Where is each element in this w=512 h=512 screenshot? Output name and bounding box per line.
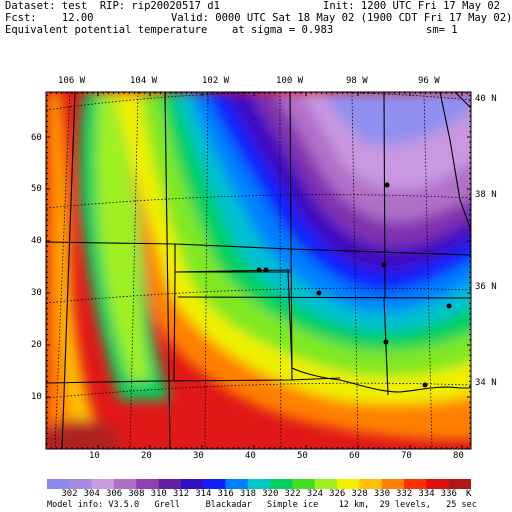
colorbar-swatch (381, 479, 405, 489)
colorbar-tick-label: 304 (83, 489, 100, 499)
lon-label-102w: 102 W (202, 76, 230, 86)
dataset-label: Dataset: test RIP: rip20020517 d1 (5, 0, 220, 12)
station-marker (316, 290, 322, 296)
colorbar (47, 479, 471, 489)
sigma-level-label: at sigma = 0.983 (232, 24, 334, 36)
lat-label-34n: 34 N (475, 378, 497, 388)
colorbar-tick-label: 322 (284, 489, 301, 499)
lon-label-100w: 100 W (276, 76, 304, 86)
colorbar-tick-label: 328 (351, 489, 368, 499)
colorbar-tick-label: 316 (217, 489, 234, 499)
colorbar-swatch (404, 479, 427, 489)
y-tick-30: 30 (31, 288, 42, 298)
colorbar-tick-label: 308 (128, 489, 145, 499)
colorbar-swatch (426, 479, 450, 489)
colorbar-swatch (91, 479, 115, 489)
plot-frame (45, 91, 472, 450)
colorbar-unit: K (466, 489, 472, 499)
colorbar-swatch (180, 479, 204, 489)
station-marker (384, 182, 390, 188)
station-marker (383, 339, 389, 345)
lon-label-104w: 104 W (130, 76, 158, 86)
theta-e-field (46, 92, 471, 449)
station-marker (256, 267, 262, 273)
colorbar-swatch (113, 479, 137, 489)
colorbar-swatch (448, 479, 471, 489)
y-tick-10: 10 (31, 392, 42, 402)
colorbar-tick-label: 326 (329, 489, 346, 499)
forecast-hour-label: Fcst: 12.00 (5, 12, 94, 24)
colorbar-swatch (203, 479, 227, 489)
y-tick-50: 50 (31, 184, 42, 194)
x-tick-10: 10 (89, 451, 100, 461)
colorbar-tick-label: 312 (172, 489, 190, 499)
field-name-label: Equivalent potential temperature (5, 24, 208, 36)
x-tick-20: 20 (141, 451, 152, 461)
y-tick-60: 60 (31, 133, 42, 143)
lon-label-106w: 106 W (58, 76, 86, 86)
colorbar-tick-label: 332 (396, 489, 413, 499)
lat-label-38n: 38 N (475, 190, 497, 200)
colorbar-tick-label: 310 (150, 489, 167, 499)
lat-label-36n: 36 N (475, 282, 497, 292)
x-tick-60: 60 (349, 451, 360, 461)
colorbar-swatch (225, 479, 249, 489)
y-tick-40: 40 (31, 236, 42, 246)
x-tick-40: 40 (245, 451, 256, 461)
station-marker (422, 382, 428, 388)
lon-label-98w: 98 W (346, 76, 368, 86)
colorbar-tick-label: 336 (440, 489, 457, 499)
smoothing-label: sm= 1 (426, 24, 458, 36)
model-info-label: Model info: V3.5.0 Grell Blackadar Simpl… (47, 500, 477, 510)
colorbar-tick-label: 330 (373, 489, 390, 499)
colorbar-tick-label: 302 (61, 489, 78, 499)
colorbar-swatch (247, 479, 271, 489)
x-tick-30: 30 (193, 451, 204, 461)
init-time-label: Init: 1200 UTC Fri 17 May 02 (323, 0, 501, 12)
colorbar-swatch (270, 479, 293, 489)
colorbar-tick-label: 320 (262, 489, 279, 499)
lon-label-96w: 96 W (418, 76, 440, 86)
colorbar-swatch (359, 479, 383, 489)
y-tick-20: 20 (31, 340, 42, 350)
station-marker (446, 303, 452, 309)
lat-label-40n: 40 N (475, 94, 497, 104)
latlon-graticule (46, 92, 471, 449)
colorbar-swatch (292, 479, 316, 489)
colorbar-tick-label: 324 (306, 489, 324, 499)
colorbar-swatch (47, 479, 70, 489)
station-marker (381, 262, 387, 268)
colorbar-swatch (314, 479, 338, 489)
station-markers (256, 182, 452, 388)
state-boundaries (46, 92, 471, 449)
colorbar-tick-label: 318 (239, 489, 257, 499)
colorbar-tick-label: 314 (195, 489, 212, 499)
x-tick-80: 80 (453, 451, 464, 461)
colorbar-tick-label: 334 (418, 489, 435, 499)
x-tick-70: 70 (401, 451, 412, 461)
station-marker (263, 267, 269, 273)
colorbar-swatch (337, 479, 360, 489)
colorbar-swatch (136, 479, 160, 489)
x-tick-50: 50 (297, 451, 308, 461)
colorbar-tick-label: 306 (105, 489, 123, 499)
colorbar-swatch (158, 479, 182, 489)
colorbar-swatch (69, 479, 93, 489)
valid-time-label: Valid: 0000 UTC Sat 18 May 02 (1900 CDT … (171, 12, 512, 24)
